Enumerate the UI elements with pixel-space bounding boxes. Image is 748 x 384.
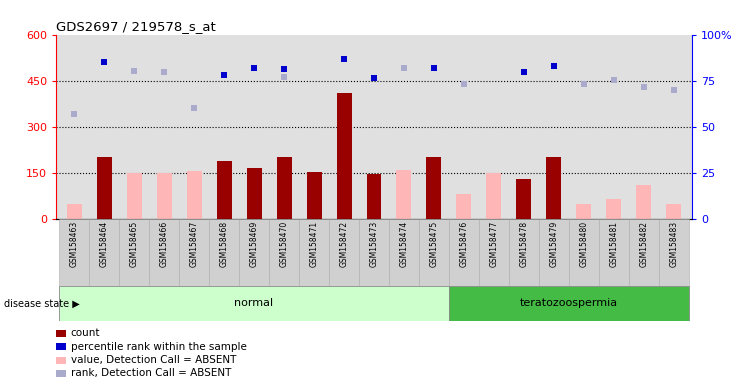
Bar	[479, 219, 509, 286]
Point	[368, 74, 380, 81]
Text: GSM158469: GSM158469	[250, 221, 259, 267]
Bar	[126, 174, 141, 219]
Point	[668, 87, 680, 93]
Point	[98, 59, 110, 65]
Bar	[59, 219, 89, 286]
Bar	[67, 204, 82, 219]
Text: GSM158468: GSM158468	[220, 221, 229, 267]
Text: count: count	[70, 328, 100, 338]
Text: GSM158481: GSM158481	[610, 221, 619, 267]
Point	[158, 69, 170, 75]
Bar	[539, 219, 569, 286]
Bar	[449, 219, 479, 286]
Bar	[509, 219, 539, 286]
Bar	[329, 219, 359, 286]
Point	[338, 56, 350, 62]
Bar	[179, 219, 209, 286]
Text: GSM158475: GSM158475	[429, 221, 438, 267]
Bar	[59, 286, 449, 321]
Bar	[396, 170, 411, 219]
Bar	[149, 219, 179, 286]
Text: GSM158463: GSM158463	[70, 221, 79, 267]
Bar	[56, 343, 66, 350]
Point	[548, 63, 560, 69]
Bar	[96, 157, 111, 219]
Text: GSM158479: GSM158479	[550, 221, 559, 267]
Bar	[456, 194, 471, 219]
Point	[428, 65, 440, 71]
Text: GSM158466: GSM158466	[159, 221, 168, 267]
Point	[248, 65, 260, 71]
Bar	[629, 219, 659, 286]
Bar	[419, 219, 449, 286]
Bar	[119, 219, 149, 286]
Point	[278, 74, 290, 80]
Bar	[56, 370, 66, 377]
Bar	[569, 219, 599, 286]
Text: value, Detection Call = ABSENT: value, Detection Call = ABSENT	[70, 355, 236, 365]
Point	[188, 105, 200, 111]
Text: teratozoospermia: teratozoospermia	[520, 298, 618, 308]
Point	[398, 65, 410, 71]
Bar	[269, 219, 299, 286]
Bar	[307, 172, 322, 219]
Text: GSM158472: GSM158472	[340, 221, 349, 267]
Point	[278, 66, 290, 72]
Bar	[56, 357, 66, 364]
Bar	[486, 174, 501, 219]
Point	[128, 68, 140, 74]
Point	[68, 111, 80, 118]
Point	[458, 81, 470, 87]
Bar	[577, 204, 592, 219]
Bar	[186, 171, 201, 219]
Bar	[299, 219, 329, 286]
Bar	[359, 219, 389, 286]
Text: GSM158476: GSM158476	[459, 221, 468, 267]
Bar	[599, 219, 629, 286]
Bar	[217, 161, 232, 219]
Point	[578, 81, 590, 87]
Text: percentile rank within the sample: percentile rank within the sample	[70, 341, 247, 352]
Text: GSM158482: GSM158482	[640, 221, 649, 267]
Text: GSM158478: GSM158478	[519, 221, 528, 267]
Text: GSM158470: GSM158470	[280, 221, 289, 267]
Bar	[247, 168, 262, 219]
Bar	[389, 219, 419, 286]
Bar	[607, 199, 622, 219]
Bar	[239, 219, 269, 286]
Bar	[637, 185, 652, 219]
Text: GSM158467: GSM158467	[189, 221, 198, 267]
Bar	[426, 157, 441, 219]
Point	[218, 72, 230, 78]
Bar	[209, 219, 239, 286]
Point	[608, 77, 620, 83]
Bar	[56, 330, 66, 337]
Point	[638, 84, 650, 90]
Text: GSM158465: GSM158465	[129, 221, 138, 267]
Text: GSM158477: GSM158477	[489, 221, 498, 267]
Text: GSM158474: GSM158474	[399, 221, 408, 267]
Text: GSM158473: GSM158473	[370, 221, 378, 267]
Text: disease state ▶: disease state ▶	[4, 298, 79, 308]
Bar	[659, 219, 689, 286]
Text: rank, Detection Call = ABSENT: rank, Detection Call = ABSENT	[70, 368, 231, 379]
Text: normal: normal	[234, 298, 274, 308]
Text: GSM158480: GSM158480	[580, 221, 589, 267]
Bar	[449, 286, 689, 321]
Bar	[516, 179, 531, 219]
Bar	[156, 174, 171, 219]
Text: GSM158464: GSM158464	[99, 221, 108, 267]
Text: GDS2697 / 219578_s_at: GDS2697 / 219578_s_at	[56, 20, 216, 33]
Text: GSM158471: GSM158471	[310, 221, 319, 267]
Text: GSM158483: GSM158483	[669, 221, 678, 267]
Bar	[367, 174, 381, 219]
Bar	[666, 204, 681, 219]
Bar	[547, 157, 562, 219]
Bar	[337, 93, 352, 219]
Bar	[89, 219, 119, 286]
Point	[518, 69, 530, 75]
Bar	[277, 157, 292, 219]
